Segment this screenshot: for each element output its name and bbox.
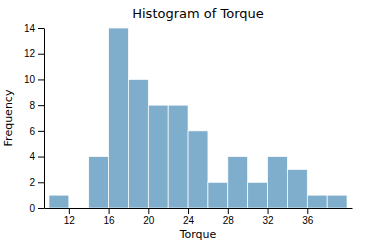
bar [128, 79, 148, 208]
y-tick: 8 [29, 100, 44, 111]
x-tick-label: 16 [104, 215, 116, 226]
y-tick: 4 [29, 151, 44, 162]
y-tick-label: 14 [24, 23, 36, 34]
y-tick-mark [38, 105, 44, 106]
y-tick: 12 [24, 48, 44, 59]
y-tick-label: 2 [29, 177, 35, 188]
x-tick: 28 [223, 208, 235, 226]
bar [168, 105, 188, 208]
bar [69, 208, 89, 209]
y-tick-mark [38, 131, 44, 132]
bar [89, 157, 109, 208]
x-tick-mark [148, 208, 149, 214]
bar [208, 182, 228, 208]
y-tick: 0 [29, 203, 44, 214]
y-tick-mark [38, 182, 44, 183]
bar [228, 157, 248, 208]
y-tick-label: 10 [24, 74, 36, 85]
x-tick-mark [69, 208, 70, 214]
x-tick-label: 20 [143, 215, 155, 226]
bar [287, 169, 307, 208]
x-tick: 20 [143, 208, 155, 226]
x-axis-line [45, 208, 353, 209]
x-tick-mark [109, 208, 110, 214]
y-tick-label: 4 [29, 151, 35, 162]
x-tick-mark [228, 208, 229, 214]
bar [307, 195, 327, 208]
x-tick-mark [268, 208, 269, 214]
x-tick: 36 [302, 208, 314, 226]
bar [268, 157, 288, 208]
x-tick: 32 [262, 208, 274, 226]
x-tick-mark [307, 208, 308, 214]
y-tick-label: 0 [29, 203, 35, 214]
y-tick-mark [38, 79, 44, 80]
plot-area: 1216202428323602468101214 [24, 23, 353, 226]
x-tick-label: 32 [262, 215, 274, 226]
x-tick: 16 [104, 208, 116, 226]
y-tick-mark [38, 28, 44, 29]
bar [109, 28, 129, 208]
y-axis-title: Frequency [2, 89, 15, 146]
x-tick-label: 24 [183, 215, 195, 226]
bar [188, 131, 208, 208]
x-tick: 24 [183, 208, 195, 226]
y-tick-label: 8 [29, 100, 35, 111]
bar [327, 195, 347, 208]
y-tick-label: 12 [24, 48, 36, 59]
y-tick-mark [38, 54, 44, 55]
y-tick: 10 [24, 74, 44, 85]
x-axis: 12 16 20 24 28 32 36 [45, 208, 353, 226]
bars [49, 28, 347, 208]
y-tick-mark [38, 157, 44, 158]
chart: 1216202428323602468101214Histogram of To… [0, 0, 366, 244]
x-tick-mark [188, 208, 189, 214]
y-tick: 6 [29, 126, 44, 137]
title: Histogram of Torque [132, 6, 264, 21]
bar [148, 105, 168, 208]
y-axis: 0 2 4 6 8 10 12 14 [24, 23, 45, 214]
x-tick-label: 36 [302, 215, 314, 226]
bar [248, 182, 268, 208]
y-tick: 14 [24, 23, 44, 34]
y-tick: 2 [29, 177, 44, 188]
x-tick-label: 28 [223, 215, 235, 226]
y-tick-mark [38, 208, 44, 209]
x-axis-title: Torque [179, 228, 217, 241]
y-tick-label: 6 [29, 126, 35, 137]
bar [49, 195, 69, 208]
x-tick: 12 [64, 208, 76, 226]
y-axis-line [44, 29, 45, 209]
x-tick-label: 12 [64, 215, 76, 226]
